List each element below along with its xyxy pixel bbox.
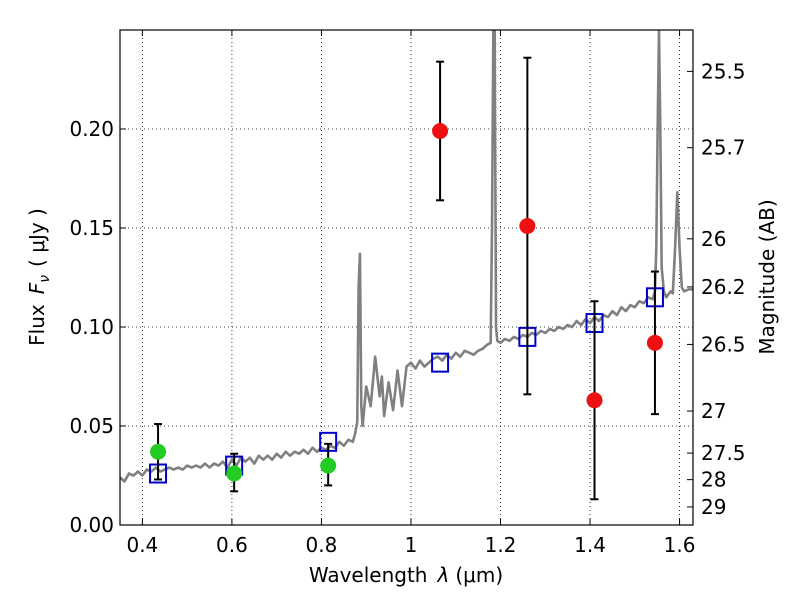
x-tick-label: 0.4 xyxy=(126,533,158,557)
y2-tick-label: 27.5 xyxy=(701,441,746,465)
plot-area xyxy=(120,30,693,501)
x-tick-label: 1.6 xyxy=(664,533,696,557)
y-tick-label: 0.00 xyxy=(69,513,114,537)
x-tick-label: 1.4 xyxy=(574,533,606,557)
spectrum-line xyxy=(120,30,693,483)
ticks: 0.4 0.6 0.8 1 1.2 1.4 1.6 0.00 0.05 0.10 0.15 0.20 2… xyxy=(69,30,746,557)
y-tick-label: 0.15 xyxy=(69,216,114,240)
y2-tick-label: 26.2 xyxy=(701,275,746,299)
data-point xyxy=(150,443,167,460)
x-tick-label: 0.6 xyxy=(216,533,248,557)
data-point xyxy=(646,334,663,351)
y2-tick-label: 28 xyxy=(701,468,726,492)
x-tick-label: 0.8 xyxy=(306,533,338,557)
x-tick-label: 1 xyxy=(405,533,418,557)
y2-tick-label: 26 xyxy=(701,227,726,251)
grid xyxy=(120,30,693,525)
model-square xyxy=(431,352,450,373)
y-tick-label: 0.10 xyxy=(69,315,114,339)
y-tick-label: 0.20 xyxy=(69,117,114,141)
data-point xyxy=(432,122,449,139)
data-point xyxy=(320,457,337,474)
y2-tick-label: 27 xyxy=(701,399,726,423)
data-point xyxy=(519,218,536,235)
y2-axis-label: Magnitude (AB) xyxy=(755,199,779,354)
y2-tick-label: 25.7 xyxy=(701,136,746,160)
x-axis-label: Wavelength λ (μm) xyxy=(309,563,503,587)
data-point xyxy=(586,392,603,409)
y2-tick-label: 25.5 xyxy=(701,59,746,83)
y2-tick-label: 29 xyxy=(701,495,726,519)
y2-tick-label: 26.5 xyxy=(701,332,746,356)
x-tick-label: 1.2 xyxy=(485,533,517,557)
y-axis-label: FluxFν( μJy ) xyxy=(25,208,53,346)
plot-frame xyxy=(119,29,694,526)
data-point xyxy=(226,465,243,482)
y-tick-label: 0.05 xyxy=(69,414,114,438)
